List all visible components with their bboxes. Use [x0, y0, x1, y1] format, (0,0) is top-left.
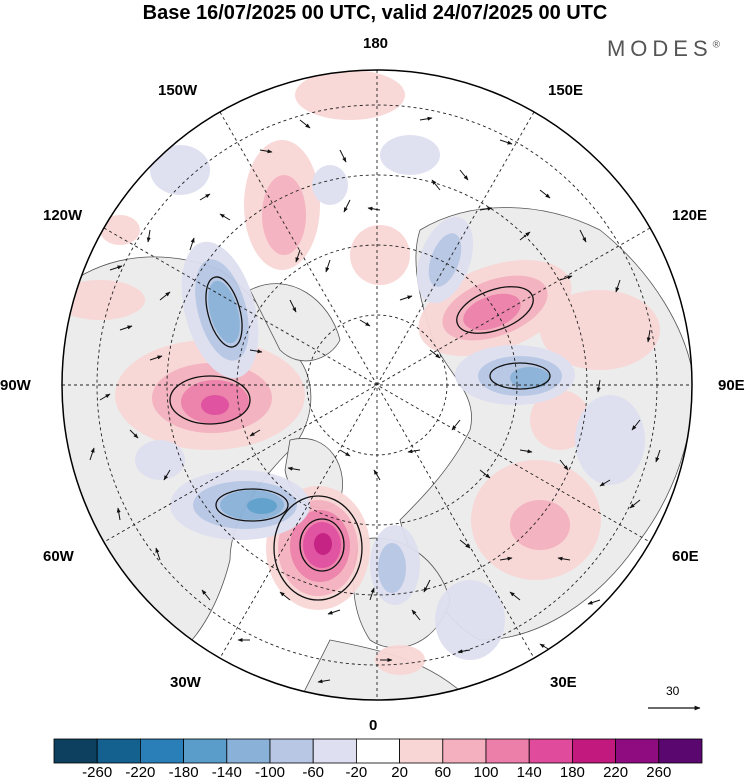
colorbar-swatch [53, 738, 98, 764]
colorbar-swatch [226, 738, 271, 764]
colorbar-tick-label: 260 [646, 764, 672, 781]
anomaly-fields [62, 70, 660, 675]
lon-label-180: 180 [363, 35, 389, 52]
colorbar-tick-label: 60 [434, 764, 452, 781]
colorbar-swatch [528, 738, 573, 764]
colorbar-tick-label: -180 [168, 764, 199, 781]
colorbar-tick-label: -220 [125, 764, 156, 781]
colorbar-tick-label: -260 [82, 764, 113, 781]
reference-vector-label: 30 [666, 684, 680, 698]
colorbar-swatch [399, 738, 444, 764]
brand-text: MODES [606, 36, 713, 61]
lon-label-30e: 30E [550, 674, 577, 691]
colorbar-tick-label: 140 [516, 764, 542, 781]
lon-label-90w: 90W [0, 377, 31, 394]
lon-label-60e: 60E [672, 548, 699, 565]
brand-mark: ® [712, 39, 720, 51]
colorbar-swatch [658, 738, 703, 764]
map-boundary [61, 69, 693, 701]
colorbar-swatch [615, 738, 660, 764]
colorbar-swatch [269, 738, 314, 764]
wind-vectors [89, 116, 661, 684]
colorbar-swatch [572, 738, 617, 764]
colorbar-swatch [139, 738, 184, 764]
colorbar-tick-label: -60 [302, 764, 325, 781]
colorbar-tick-label: 20 [391, 764, 408, 781]
lon-label-90e: 90E [718, 377, 745, 394]
colorbar-tick-label: -20 [345, 764, 368, 781]
map-title: Base 16/07/2025 00 UTC, valid 24/07/2025… [142, 2, 608, 24]
modes-logo: MODES® [607, 36, 720, 62]
colorbar [53, 738, 703, 764]
lon-label-60w: 60W [43, 548, 74, 565]
colorbar-tick-label: -140 [211, 764, 242, 781]
contours [169, 276, 551, 601]
lon-label-120w: 120W [43, 207, 83, 224]
lon-label-150e: 150E [548, 82, 584, 99]
colorbar-tick-label: 220 [603, 764, 629, 781]
lon-label-0: 0 [369, 717, 378, 734]
lon-label-120e: 120E [672, 207, 708, 224]
colorbar-swatch [96, 738, 141, 764]
colorbar-swatch [442, 738, 487, 764]
lon-label-30w: 30W [170, 674, 201, 691]
lon-label-150w: 150W [158, 82, 198, 99]
colorbar-tick-label: -100 [254, 764, 286, 781]
colorbar-swatch [183, 738, 228, 764]
colorbar-swatch [355, 738, 400, 764]
colorbar-tick-label: 180 [559, 764, 585, 781]
colorbar-tick-label: 100 [473, 764, 499, 781]
graticule [62, 70, 692, 700]
colorbar-swatch [485, 738, 530, 764]
colorbar-swatch [312, 738, 357, 764]
